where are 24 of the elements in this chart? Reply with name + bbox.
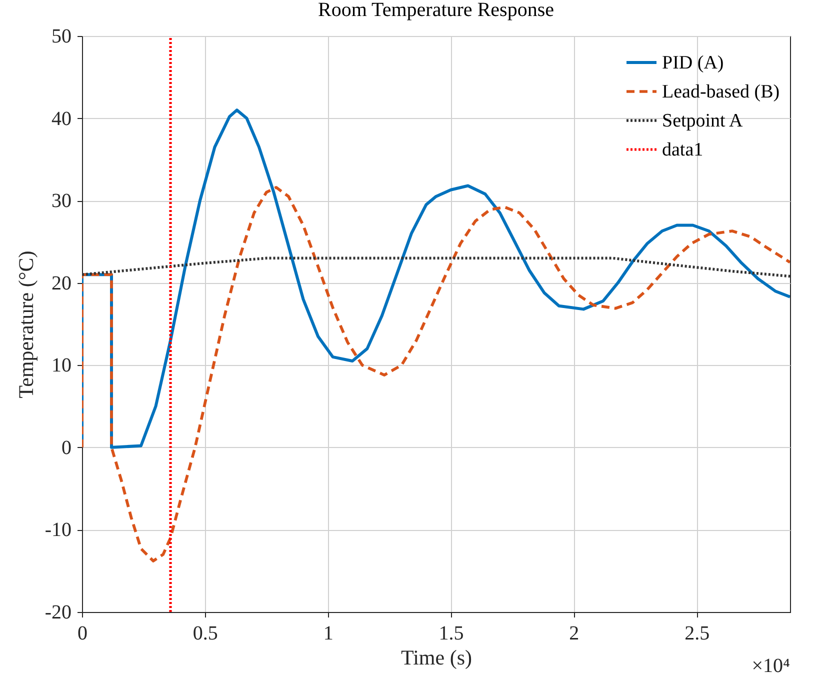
y-tick-label: 40 <box>52 108 72 130</box>
legend-label: Lead-based (B) <box>662 82 780 102</box>
chart-title: Room Temperature Response <box>318 0 554 21</box>
y-axis-title: Temperature (°C) <box>14 250 38 398</box>
legend-label: data1 <box>662 140 704 160</box>
y-tick-label: 0 <box>62 436 72 459</box>
y-tick-label: 50 <box>52 26 72 48</box>
y-tick-label: -20 <box>44 602 72 624</box>
x-tick-label: 0 <box>78 622 88 644</box>
line-series <box>82 256 790 278</box>
x-tick-label: 2.5 <box>684 622 710 644</box>
text: ×10⁴ <box>752 655 790 677</box>
y-tick-label: -10 <box>44 519 72 542</box>
y-tick-label: 30 <box>52 190 72 212</box>
x-tick-label: 1 <box>323 622 334 644</box>
y-tick-label: 20 <box>52 272 72 294</box>
x-tick-label: 2 <box>569 622 580 644</box>
y-tick-label: 10 <box>52 354 72 377</box>
legend-label: PID (A) <box>662 52 724 74</box>
x-tick-label: 0.5 <box>192 622 218 644</box>
x-tick-label: 1.5 <box>438 622 464 644</box>
line-series <box>82 186 790 562</box>
legend-label: Setpoint A <box>662 110 744 132</box>
x-axis-title: Time (s) <box>401 646 472 670</box>
